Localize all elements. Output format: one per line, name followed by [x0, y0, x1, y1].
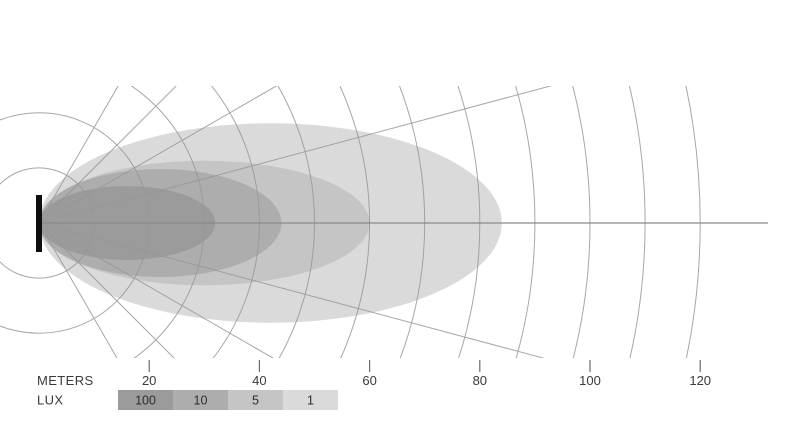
grid-spoke--60deg: [38, 222, 118, 358]
axis-tick-label-80: 80: [473, 373, 487, 388]
grid-spoke-45deg: [38, 86, 177, 224]
lamp-icon: [36, 195, 42, 252]
axis-tick-label-40: 40: [252, 373, 266, 388]
grid-spoke--45deg: [38, 222, 175, 358]
axis-ticks: 20 40 60 80 100 120: [142, 360, 711, 388]
legend-title: LUX: [37, 393, 64, 408]
axis-tick-label-120: 120: [689, 373, 711, 388]
grid-spoke-15deg: [38, 86, 553, 224]
legend-label-5: 5: [252, 394, 259, 408]
x-axis-title: METERS: [37, 373, 94, 388]
lux-legend: 100 10 5 1: [118, 390, 338, 410]
legend-label-10: 10: [194, 394, 208, 408]
grid-spoke-30deg: [38, 86, 278, 224]
axis-tick-label-20: 20: [142, 373, 156, 388]
legend-swatch-5: [228, 390, 283, 410]
legend-swatch-100: [118, 390, 173, 410]
grid-spoke--30deg: [38, 222, 274, 358]
grid-spoke-60deg: [38, 86, 119, 224]
axis-tick-label-60: 60: [362, 373, 376, 388]
legend-swatch-1: [283, 390, 338, 410]
axis-tick-label-100: 100: [579, 373, 601, 388]
legend-label-1: 1: [307, 394, 314, 408]
grid-spoke--15deg: [38, 222, 545, 358]
legend-label-100: 100: [135, 394, 156, 408]
legend-swatch-10: [173, 390, 228, 410]
